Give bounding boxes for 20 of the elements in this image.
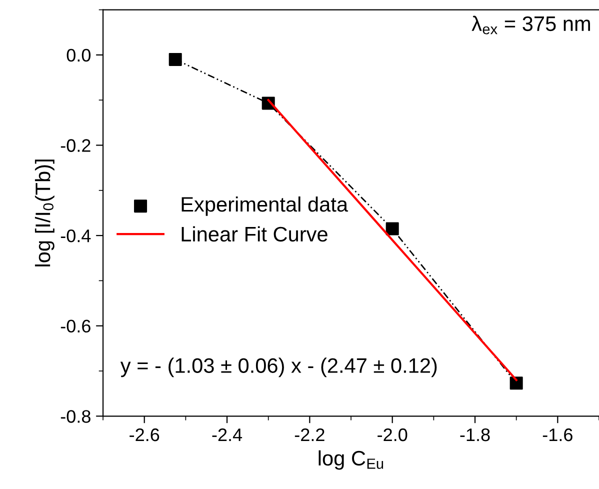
point	[386, 222, 399, 236]
point	[168, 52, 182, 66]
x-tick-label: -1.6	[542, 428, 572, 442]
x-tick-label: -2.2	[294, 428, 324, 442]
point	[510, 376, 523, 390]
y-axis-title: log [I/I$_{0}$(Tb)]	[34, 160, 54, 266]
x-tick-label: -2.6	[130, 428, 160, 442]
legend-label: Linear Fit Curve	[182, 226, 328, 242]
y-tick-label: -0.2	[60, 139, 90, 152]
y-tick-label: -0.4	[60, 229, 91, 242]
annotation: λ$_{ex}$ = 375 nm	[472, 16, 590, 34]
y-tick-label: -0.8	[60, 410, 90, 423]
annotation: y = - (1.03 ± 0.06) x - (2.47 ± 0.12)	[120, 358, 437, 378]
x-tick-label: -2.0	[378, 428, 408, 442]
x-tick-label: -1.8	[460, 428, 490, 442]
legend-label: Experimental data	[182, 196, 348, 216]
y-tick-label: -0.6	[60, 320, 90, 333]
x-tick-label: -2.4	[212, 428, 242, 442]
y-tick-label: 0.0	[66, 48, 91, 62]
x-axis-title: log C$_{Eu}$	[318, 450, 384, 470]
